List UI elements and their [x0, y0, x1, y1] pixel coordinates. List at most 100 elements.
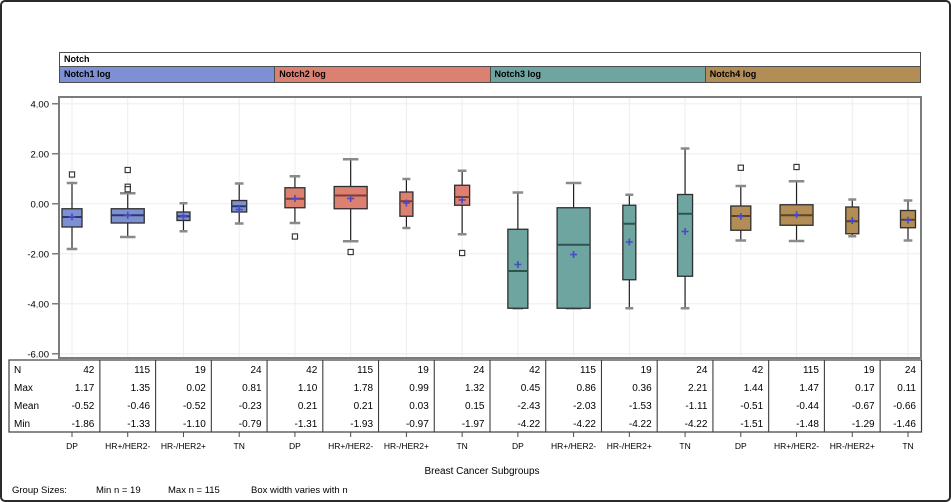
x-category-label: HR-/HER2+ [607, 441, 652, 451]
stats-cell: -1.10 [183, 419, 206, 430]
outlier-marker [458, 249, 466, 257]
stats-row-label: Mean [14, 401, 39, 412]
stats-cell: -4.22 [685, 419, 708, 430]
x-category-label: HR-/HER2+ [830, 441, 875, 451]
stats-cell: 24 [473, 365, 485, 376]
stats-cell: -0.52 [183, 401, 206, 412]
stats-cell: 0.36 [632, 383, 652, 394]
outlier-marker [68, 171, 76, 178]
stats-cell: -0.46 [127, 401, 150, 412]
x-category-label: HR+/HER2- [551, 441, 596, 451]
stats-cell: 42 [306, 365, 318, 376]
box-group-1 [61, 171, 83, 251]
stats-cell: 42 [752, 365, 764, 376]
stats-table-border [8, 359, 923, 433]
stats-row-label: Min [14, 419, 30, 430]
stats-cell: -1.31 [295, 419, 318, 430]
x-category-label: DP [66, 441, 78, 451]
outlier-marker [737, 164, 744, 171]
stats-cell: -1.51 [740, 419, 763, 430]
iqr-box [507, 228, 529, 309]
x-axis-label: Breast Cancer Subgroups [424, 466, 539, 477]
stats-cell: 2.21 [688, 383, 708, 394]
outlier-marker [124, 166, 131, 174]
stats-cell: 24 [696, 365, 708, 376]
stats-cell: 0.81 [242, 383, 262, 394]
stats-cell: -1.97 [462, 419, 485, 430]
stats-cell: 1.35 [131, 383, 151, 394]
stats-cell: -1.11 [685, 401, 707, 412]
y-tick-label: -4.00 [27, 299, 49, 310]
outlier-marker [347, 248, 354, 256]
stats-cell: 24 [905, 365, 917, 376]
x-category-label: TN [679, 441, 690, 451]
x-category-label: HR+/HER2- [774, 441, 819, 451]
stats-cell: 1.17 [75, 383, 95, 394]
stats-cell: -0.66 [893, 401, 916, 412]
stats-cell: 0.02 [186, 383, 206, 394]
box-group-2 [110, 166, 145, 239]
block-segment-label: Notch3 log [494, 69, 542, 79]
box-group-15 [845, 198, 860, 238]
x-category-label: HR-/HER2+ [384, 441, 429, 451]
stats-cell: -2.03 [573, 401, 596, 412]
x-category-label: DP [735, 441, 747, 451]
block-segment-label: Notch4 log [709, 69, 757, 79]
stats-cell: -4.22 [629, 419, 652, 430]
outlier-marker [291, 233, 299, 240]
notch-block-band: Notch1 log Notch2 log Notch3 log Notch4 log [59, 66, 921, 83]
stats-cell: 0.21 [354, 401, 374, 412]
stats-cell: 1.78 [354, 383, 374, 394]
box-group-12 [676, 147, 694, 310]
block-segment-label: Notch1 log [64, 69, 111, 79]
stats-cell: 1.10 [298, 383, 318, 394]
stats-cell: 19 [195, 365, 207, 376]
stats-cell: -1.53 [629, 401, 652, 412]
x-category-label: TN [456, 441, 467, 451]
notch-band-label: Notch [64, 54, 90, 64]
group-sizes-max: Max n = 115 [168, 485, 220, 496]
y-tick-label: -6.00 [27, 349, 49, 360]
iqr-box [676, 193, 694, 277]
box-group-16 [899, 199, 917, 242]
stats-cell: -4.22 [517, 419, 540, 430]
box-group-6 [333, 158, 368, 256]
block-segment-notch3: Notch3 log [489, 66, 706, 83]
block-segment-label: Notch2 log [279, 69, 326, 79]
box-group-14 [779, 163, 814, 243]
group-sizes-min: Min n = 19 [96, 485, 141, 496]
x-category-label: DP [289, 441, 301, 451]
stats-cell: 19 [418, 365, 430, 376]
x-category-label: TN [902, 441, 913, 451]
box-group-9 [507, 191, 529, 310]
y-tick-label: 4.00 [31, 99, 50, 110]
stats-cell: 24 [250, 365, 262, 376]
x-category-label: HR-/HER2+ [161, 441, 206, 451]
stats-cell: 0.11 [897, 383, 916, 394]
stats-cell: -1.29 [852, 419, 875, 430]
stats-cell: -0.67 [852, 401, 875, 412]
stats-cell: 0.03 [409, 401, 429, 412]
stats-cell: 0.45 [521, 383, 541, 394]
y-tick-label: -2.00 [27, 249, 49, 260]
box-group-11 [622, 193, 637, 310]
box-group-7 [399, 177, 414, 230]
stats-cell: 0.17 [855, 383, 875, 394]
plot-frame [58, 96, 922, 359]
stats-cell: 0.99 [409, 383, 429, 394]
group-sizes-label: Group Sizes: [12, 485, 67, 496]
outlier-marker [793, 163, 800, 171]
y-tick-label: 0.00 [31, 199, 50, 210]
block-segment-notch4: Notch4 log [704, 66, 921, 83]
stats-cell: 42 [83, 365, 95, 376]
stats-row-label: N [14, 365, 21, 376]
stats-table [8, 359, 923, 433]
stats-cell: -2.43 [517, 401, 540, 412]
stats-cell: 115 [580, 365, 596, 376]
x-category-label: HR+/HER2- [328, 441, 373, 451]
stats-cell: -1.86 [72, 419, 95, 430]
x-category-label: HR+/HER2- [105, 441, 150, 451]
stats-cell: 115 [803, 365, 819, 376]
stats-cell: 115 [357, 365, 373, 376]
